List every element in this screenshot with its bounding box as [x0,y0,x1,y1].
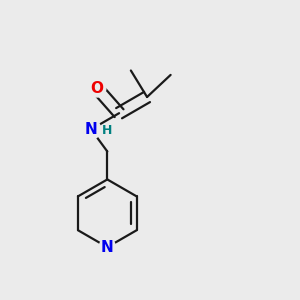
Circle shape [88,79,106,97]
Circle shape [81,120,101,139]
Text: N: N [101,240,114,255]
Text: O: O [91,81,103,96]
Text: N: N [85,122,98,137]
Text: H: H [102,124,113,137]
Circle shape [99,239,116,255]
